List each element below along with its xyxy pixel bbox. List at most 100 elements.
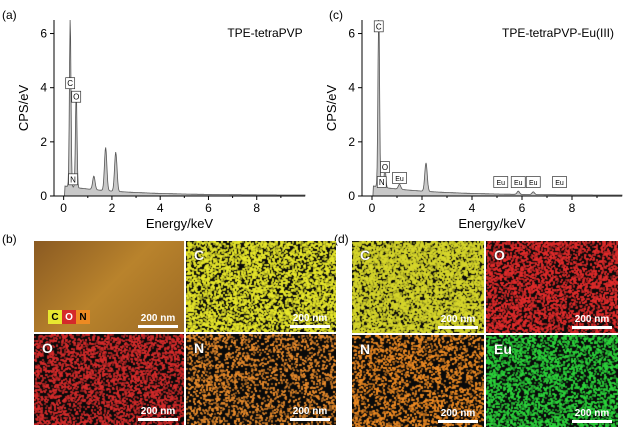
element-label: N <box>360 341 371 357</box>
map-texture <box>186 334 336 425</box>
peak-label-box <box>392 172 407 184</box>
scale-bar: 200 nm <box>290 406 330 421</box>
scale-bar-label: 200 nm <box>440 314 476 325</box>
scale-bar-label: 200 nm <box>440 408 476 419</box>
y-tick-label: 6 <box>40 27 47 41</box>
scale-bar: 200 nm <box>138 313 178 328</box>
scale-bar: 200 nm <box>438 314 478 329</box>
panel-label-c: (c) <box>329 8 343 22</box>
x-tick-label: 4 <box>157 201 164 215</box>
peak-label: C <box>376 22 382 31</box>
peak-label: C <box>67 79 73 88</box>
scale-bar-line <box>572 420 612 423</box>
eds-spectrum-c: 0 2 4 6 80246Energy/keVCPS/eVTPE-tetraPVP-Eu… <box>324 19 623 231</box>
chart-title: TPE-tetraPVP-Eu(III) <box>502 26 614 40</box>
eds-map-n: N 200 nm <box>186 334 336 425</box>
element-label: Eu <box>494 341 512 357</box>
eds-map-c: C 200 nm <box>186 241 336 332</box>
element-label: N <box>194 340 205 356</box>
scale-bar-line <box>438 420 478 423</box>
legend-swatch: N <box>76 310 90 324</box>
eds-map-overlay: C O N 200 nm <box>34 241 184 332</box>
x-tick-label: 6 <box>205 201 212 215</box>
panel-label-b: (b) <box>2 232 17 246</box>
scale-bar: 200 nm <box>438 408 478 423</box>
scale-bar-line <box>572 326 612 329</box>
x-tick-label: 0 <box>369 201 376 215</box>
x-tick-label: 8 <box>253 201 260 215</box>
scale-bar-label: 200 nm <box>292 313 328 324</box>
peak-label-box <box>373 20 384 33</box>
peak-label-box <box>65 77 76 90</box>
element-label: C <box>360 247 371 263</box>
scale-bar-label: 200 nm <box>140 406 176 417</box>
peak-label: Eu <box>555 180 564 187</box>
map-texture <box>352 241 484 333</box>
chart-title: TPE-tetraPVP <box>227 26 302 40</box>
x-tick-label: 0 <box>60 201 67 215</box>
scale-bar: 200 nm <box>572 408 612 423</box>
scale-bar-label: 200 nm <box>574 314 610 325</box>
scale-bar-label: 200 nm <box>574 408 610 419</box>
peak-label: Eu <box>529 180 538 187</box>
peak-label: N <box>379 178 385 187</box>
peak-label: Eu <box>514 180 523 187</box>
element-label: O <box>42 340 53 356</box>
peak-label-box <box>525 176 541 188</box>
y-tick-label: 4 <box>40 81 47 95</box>
legend-swatch: C <box>48 310 62 324</box>
peak-label-box <box>380 161 390 173</box>
peak-label-box <box>552 176 567 188</box>
eds-map-n: N 200 nm <box>352 335 484 427</box>
peak-label-box <box>510 176 526 188</box>
scale-bar: 200 nm <box>138 406 178 421</box>
y-axis-label: CPS/eV <box>324 85 339 132</box>
x-tick-label: 2 <box>419 201 426 215</box>
x-axis-label: Energy/keV <box>146 216 214 231</box>
element-label: C <box>194 247 205 263</box>
scale-bar-line <box>290 325 330 328</box>
scale-bar: 200 nm <box>572 314 612 329</box>
peak-label: O <box>73 93 79 102</box>
x-tick-label: 2 <box>109 201 116 215</box>
x-tick-label: 4 <box>469 201 476 215</box>
scale-bar: 200 nm <box>290 313 330 328</box>
scale-bar-line <box>138 418 178 421</box>
scale-bar-line <box>290 418 330 421</box>
scale-bar-line <box>138 325 178 328</box>
map-texture <box>34 334 184 425</box>
x-tick-label: 6 <box>519 201 526 215</box>
eds-map-c: C 200 nm <box>352 241 484 333</box>
peak-label-box <box>376 176 387 188</box>
peak-label-box <box>71 90 82 103</box>
legend-swatch: O <box>62 310 76 324</box>
y-tick-label: 2 <box>348 135 355 149</box>
eds-map-eu: Eu 200 nm <box>486 335 618 427</box>
y-axis-label: CPS/eV <box>16 85 31 132</box>
peak-label-box <box>493 176 509 188</box>
eds-map-o: O 200 nm <box>486 241 618 333</box>
y-tick-label: 2 <box>40 135 47 149</box>
x-axis-label: Energy/keV <box>458 216 526 231</box>
y-tick-label: 0 <box>40 189 47 203</box>
peak-label-box <box>68 173 78 186</box>
spectrum-area <box>362 19 623 197</box>
spectrum-area <box>54 19 306 197</box>
peak-label: Eu <box>496 180 505 187</box>
scale-bar-line <box>438 326 478 329</box>
panel-label-d: (d) <box>334 232 349 246</box>
y-tick-label: 0 <box>348 189 355 203</box>
peak-label: N <box>70 175 76 184</box>
map-texture <box>486 335 618 427</box>
panel-label-a: (a) <box>2 8 17 22</box>
y-tick-label: 4 <box>348 81 355 95</box>
peak-label: Eu <box>395 176 404 183</box>
map-texture <box>486 241 618 333</box>
scale-bar-label: 200 nm <box>292 406 328 417</box>
peak-label: O <box>382 163 388 172</box>
x-tick-label: 8 <box>569 201 576 215</box>
element-label: O <box>494 247 505 263</box>
map-texture <box>352 335 484 427</box>
